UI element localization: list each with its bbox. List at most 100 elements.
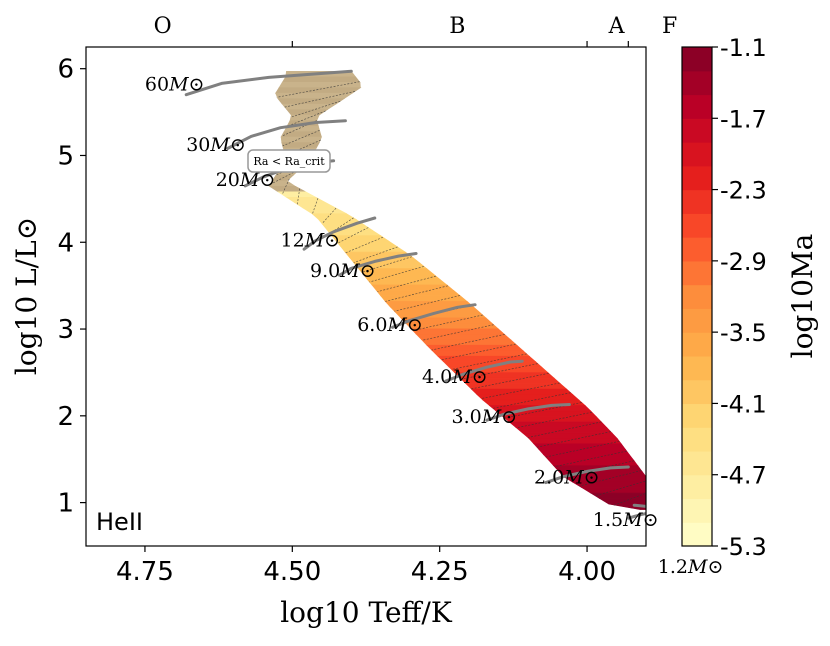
convective-band bbox=[268, 71, 646, 510]
mass-unit: M⊙ bbox=[481, 406, 517, 428]
band-contour bbox=[394, 295, 460, 312]
track-9.0 bbox=[338, 252, 418, 277]
mass-label-4.0: 4.0M⊙ bbox=[422, 366, 488, 388]
band-contour bbox=[385, 285, 448, 302]
x-axis-label: log10 Teff/K bbox=[280, 596, 453, 629]
band-strip bbox=[375, 290, 462, 297]
y-tick-label: 3 bbox=[57, 315, 74, 345]
spectral-type-A: A bbox=[608, 14, 626, 39]
colorbar-level bbox=[682, 522, 712, 547]
mass-unit: M⊙ bbox=[386, 314, 422, 336]
band-strip bbox=[598, 498, 646, 505]
band-strip bbox=[275, 92, 354, 99]
band-strip bbox=[548, 459, 639, 467]
band-contour bbox=[612, 492, 646, 506]
mass-unit: M⊙ bbox=[563, 467, 599, 489]
band-contour bbox=[337, 227, 369, 244]
mass-label-1.2: 1.2M⊙ bbox=[658, 556, 724, 578]
band-strip bbox=[285, 197, 327, 204]
annotation-box: Ra < Ra_crit bbox=[247, 149, 331, 173]
band-contour bbox=[451, 353, 527, 370]
band-strip bbox=[501, 416, 603, 423]
mass-label-1.5: 1.5M⊙ bbox=[593, 509, 659, 531]
band-contour bbox=[282, 129, 320, 147]
colorbar-frame bbox=[681, 46, 713, 547]
colorbar-level bbox=[682, 94, 712, 119]
track-2.0 bbox=[544, 465, 630, 485]
plot-frame bbox=[85, 46, 647, 547]
mass-label-30: 30M⊙ bbox=[186, 134, 246, 156]
x-tick-label: 4.50 bbox=[263, 557, 321, 587]
band-contour bbox=[579, 470, 642, 487]
band-contour bbox=[516, 411, 592, 429]
colorbar-tick-label: -5.3 bbox=[720, 533, 767, 561]
band-strip bbox=[281, 103, 337, 110]
band-strip bbox=[415, 333, 512, 341]
band-contour bbox=[281, 120, 317, 137]
band-strip bbox=[538, 448, 631, 456]
band-strip bbox=[476, 394, 580, 401]
band-contour bbox=[504, 402, 582, 419]
colorbar-level bbox=[682, 142, 712, 167]
colorbar-level bbox=[682, 332, 712, 357]
track-6.0 bbox=[391, 303, 477, 329]
band-contour bbox=[361, 256, 413, 273]
colorbar-tick-label: -1.7 bbox=[720, 105, 767, 133]
mass-unit: M⊙ bbox=[451, 366, 487, 388]
colorbar: -1.1 -1.7 -2.3 -2.9 -3.5 -4.1 -4.7 -5.3 log10Ma bbox=[681, 34, 819, 561]
band-strip bbox=[289, 114, 320, 121]
band-contour bbox=[481, 382, 560, 399]
spectral-type-B: B bbox=[449, 14, 465, 39]
mass-labels: 60M⊙ 30M⊙ 20M⊙ 12M⊙ 9.0M⊙ 6.0M⊙ 4.0M⊙ 3.0M⊙ 2.0M… bbox=[145, 73, 723, 578]
track-12 bbox=[302, 216, 377, 251]
mass-label-20: 20M⊙ bbox=[216, 169, 276, 191]
band-strip bbox=[276, 191, 317, 198]
colorbar-tick-label: -4.1 bbox=[720, 390, 767, 418]
mass-unit: M⊙ bbox=[209, 134, 245, 156]
colorbar-level bbox=[682, 355, 712, 381]
mass-unit: M⊙ bbox=[687, 556, 723, 578]
band-strip bbox=[508, 421, 608, 428]
band-contour bbox=[284, 91, 355, 108]
track-60 bbox=[184, 69, 353, 97]
band-contour bbox=[369, 266, 424, 283]
track-3.0 bbox=[485, 403, 571, 422]
y-tick-label: 4 bbox=[57, 228, 74, 258]
band-contour bbox=[281, 178, 290, 195]
x-tick-label: 4.25 bbox=[411, 557, 469, 587]
band-strip bbox=[515, 427, 613, 434]
x-tick-label: 4.00 bbox=[558, 557, 616, 587]
band-contour bbox=[554, 450, 627, 468]
colorbar-level bbox=[682, 474, 712, 500]
mass-label-6.0: 6.0M⊙ bbox=[357, 314, 423, 336]
colorbar-level bbox=[682, 47, 712, 72]
band-contour bbox=[431, 334, 505, 351]
colorbar-level bbox=[682, 260, 712, 286]
colorbar-level bbox=[682, 403, 712, 428]
mass-unit: M⊙ bbox=[622, 509, 658, 531]
colorbar-level bbox=[682, 118, 712, 143]
colorbar-tick-label: -1.1 bbox=[720, 34, 767, 62]
track-1.5 bbox=[626, 503, 646, 520]
band-strip bbox=[380, 295, 468, 302]
colorbar-level bbox=[682, 284, 712, 309]
plot-axes: 4.75 4.50 4.25 4.00 1 2 3 4 5 6 O B A F bbox=[57, 14, 677, 587]
band-strip bbox=[278, 82, 361, 88]
colorbar-level bbox=[682, 70, 712, 96]
band-strip bbox=[331, 235, 390, 242]
y-axis-label: log10 L/L⊙ bbox=[10, 217, 43, 375]
colorbar-tick-label: -4.7 bbox=[720, 462, 767, 490]
band-strip bbox=[280, 136, 322, 143]
band-contour bbox=[312, 198, 319, 215]
band-strip bbox=[302, 208, 347, 214]
colorbar-level bbox=[682, 165, 712, 191]
track-30 bbox=[226, 119, 347, 150]
band-contour bbox=[471, 372, 549, 390]
band-strip bbox=[275, 87, 362, 94]
mass-label-3.0: 3.0M⊙ bbox=[452, 406, 518, 428]
mass-label-2.0: 2.0M⊙ bbox=[534, 467, 600, 489]
y-tick-label: 5 bbox=[57, 141, 74, 171]
band-contour bbox=[461, 363, 538, 380]
mass-label-9.0: 9.0M⊙ bbox=[310, 260, 376, 282]
